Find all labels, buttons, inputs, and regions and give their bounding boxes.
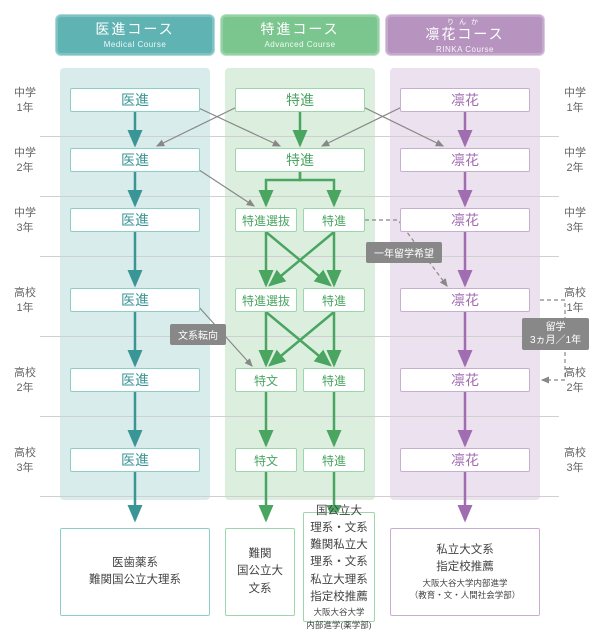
node-advanced: 特進	[235, 148, 365, 172]
grade-label-right: 中学1年	[560, 86, 590, 117]
header-rinka: りんか凛花コースRINKA Course	[385, 14, 545, 56]
grade-label-left: 中学1年	[10, 86, 40, 117]
node-medical: 医進	[70, 288, 200, 312]
node-advanced: 特文	[235, 368, 297, 392]
node-advanced: 特進	[303, 208, 365, 232]
header-medical: 医進コースMedical Course	[55, 14, 215, 56]
grade-label-left: 中学2年	[10, 146, 40, 177]
callout-exchange: 一年留学希望	[366, 242, 442, 263]
node-rinka: 凛花	[400, 148, 530, 172]
grade-label-right: 高校3年	[560, 446, 590, 477]
node-medical: 医進	[70, 368, 200, 392]
node-advanced: 特進	[235, 88, 365, 112]
grade-label-left: 高校2年	[10, 366, 40, 397]
outcome-medical: 医歯薬系難関国公立大理系	[60, 528, 210, 616]
node-advanced: 特文	[235, 448, 297, 472]
grade-label-left: 中学3年	[10, 206, 40, 237]
grade-label-right: 中学3年	[560, 206, 590, 237]
outcome-rinka: 私立大文系指定校推薦大阪大谷大学内部進学（教育・文・人間社会学部）	[390, 528, 540, 616]
node-rinka: 凛花	[400, 208, 530, 232]
outcome-adv_left: 難関国公立大文系	[225, 528, 295, 616]
grade-label-right: 中学2年	[560, 146, 590, 177]
grade-label-left: 高校1年	[10, 286, 40, 317]
node-advanced: 特進選抜	[235, 208, 297, 232]
node-rinka: 凛花	[400, 88, 530, 112]
node-advanced: 特進	[303, 368, 365, 392]
outcome-adv_right: 国公立大理系・文系難関私立大理系・文系私立大理系指定校推薦大阪大谷大学内部進学(…	[303, 512, 375, 622]
grade-label-right: 高校1年	[560, 286, 590, 317]
header-en: Medical Course	[56, 40, 214, 49]
header-advanced: 特進コースAdvanced Course	[220, 14, 380, 56]
node-rinka: 凛花	[400, 448, 530, 472]
node-medical: 医進	[70, 88, 200, 112]
grade-label-right: 高校2年	[560, 366, 590, 397]
node-advanced: 特進	[303, 288, 365, 312]
header-en: RINKA Course	[386, 45, 544, 54]
header-jp: 特進コース	[221, 19, 379, 39]
node-advanced: 特進	[303, 448, 365, 472]
callout-bunkei: 文系転向	[170, 324, 226, 345]
grade-label-left: 高校3年	[10, 446, 40, 477]
header-jp: 凛花コース	[386, 24, 544, 44]
node-advanced: 特進選抜	[235, 288, 297, 312]
node-rinka: 凛花	[400, 288, 530, 312]
callout-ryugaku: 留学3ヵ月／1年	[522, 318, 589, 350]
node-medical: 医進	[70, 208, 200, 232]
node-medical: 医進	[70, 448, 200, 472]
node-medical: 医進	[70, 148, 200, 172]
header-jp: 医進コース	[56, 19, 214, 39]
header-en: Advanced Course	[221, 40, 379, 49]
node-rinka: 凛花	[400, 368, 530, 392]
